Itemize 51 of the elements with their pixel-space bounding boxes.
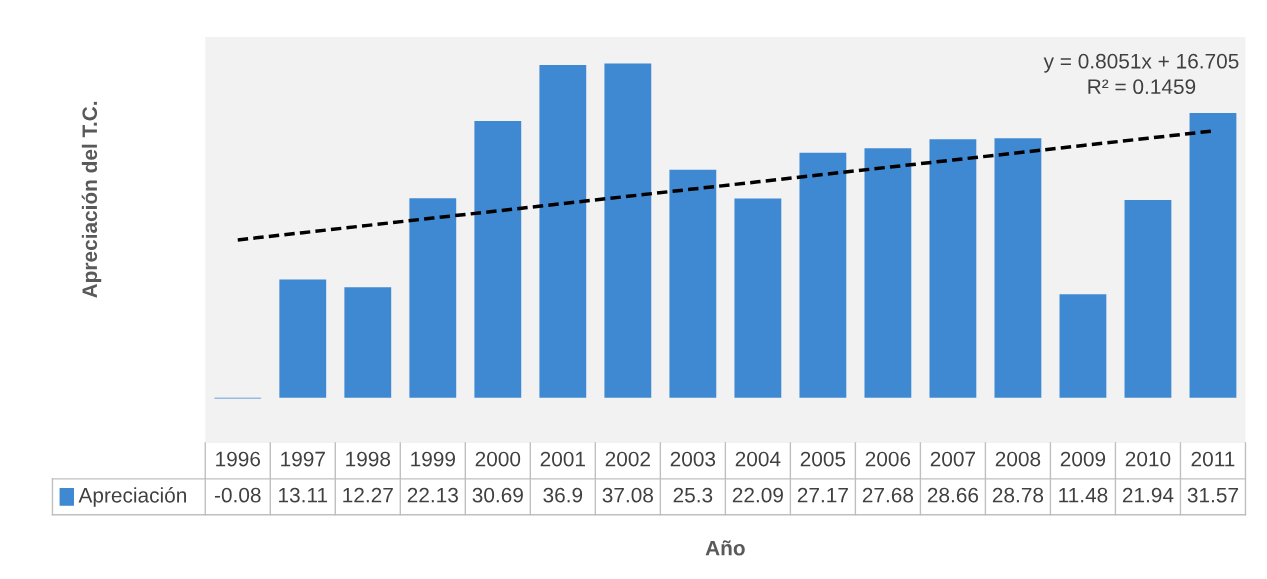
data-label: 25.3 xyxy=(673,487,713,503)
data-label: 28.66 xyxy=(927,487,979,503)
x-tick-label: 2007 xyxy=(930,451,976,467)
bar xyxy=(279,279,327,398)
x-tick-label: 2006 xyxy=(865,451,911,467)
bar xyxy=(799,152,847,398)
bar xyxy=(734,198,782,398)
bar xyxy=(1124,199,1172,398)
data-label: 27.17 xyxy=(797,487,848,503)
data-label: 27.68 xyxy=(862,487,914,503)
x-tick-label: 2011 xyxy=(1191,451,1235,467)
x-tick-label: 2000 xyxy=(475,451,521,467)
bar xyxy=(994,138,1042,398)
x-tick-label: 1999 xyxy=(411,451,455,467)
bar xyxy=(604,63,652,398)
bar xyxy=(929,139,977,398)
x-tick-label: 2009 xyxy=(1060,451,1106,467)
x-tick-label: 2002 xyxy=(605,451,650,467)
bar xyxy=(344,287,392,398)
bar xyxy=(669,169,717,398)
x-tick-label: 1996 xyxy=(216,451,261,467)
data-label: 11.48 xyxy=(1059,487,1108,503)
data-label: 22.13 xyxy=(407,487,458,503)
x-tick-label: 1997 xyxy=(281,451,325,467)
data-label: 12.27 xyxy=(343,487,393,503)
x-axis-title: Año xyxy=(705,540,745,556)
x-tick-label: 1998 xyxy=(346,451,391,467)
x-tick-label: 2004 xyxy=(735,451,781,467)
data-label: 36.9 xyxy=(543,487,583,503)
bar xyxy=(409,198,457,398)
annotation: y = 0.8051x + 16.705 R² = 0.1459 xyxy=(1043,53,1239,95)
y-axis-title: Apreciación del T.C. xyxy=(81,101,102,298)
x-tick-label: 2003 xyxy=(670,451,716,467)
data-label: 22.09 xyxy=(732,487,783,503)
bar xyxy=(864,148,912,398)
bar xyxy=(539,65,587,398)
data-label: -0.08 xyxy=(214,487,261,503)
data-label: 28.78 xyxy=(992,487,1044,503)
bar xyxy=(1059,294,1107,398)
data-label: 21.94 xyxy=(1122,487,1174,503)
data-label: 13.11 xyxy=(279,487,328,503)
x-tick-label: 2005 xyxy=(800,451,846,467)
x-tick-label: 2010 xyxy=(1125,451,1171,467)
data-label: 37.08 xyxy=(602,487,653,503)
data-label: 30.69 xyxy=(472,487,523,503)
x-tick-label: 2001 xyxy=(540,451,585,467)
bar xyxy=(474,121,522,398)
bar xyxy=(1189,113,1237,398)
x-tick-label: 2008 xyxy=(995,451,1041,467)
data-label: 31.57 xyxy=(1187,487,1238,503)
legend-label: Apreciación xyxy=(78,487,186,507)
